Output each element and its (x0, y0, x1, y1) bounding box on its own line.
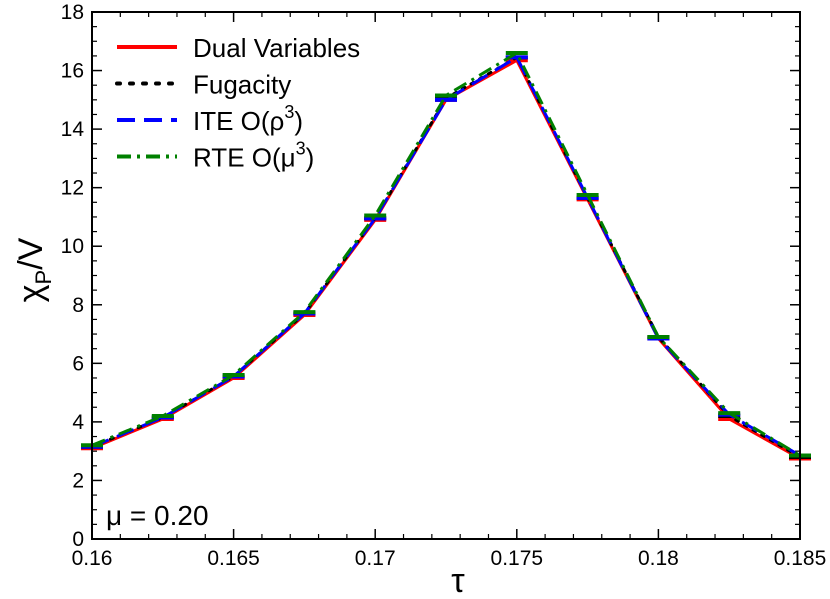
legend-label: ITE O(ρ3) (193, 102, 303, 136)
legend-item-ite-o-3: ITE O(ρ3) (117, 102, 303, 136)
x-tick-label: 0.185 (774, 547, 827, 570)
series-layer (81, 50, 811, 461)
y-tick-label: 14 (61, 118, 85, 141)
series-rte-o-3 (81, 50, 811, 458)
legend-item-dual-variables: Dual Variables (117, 33, 360, 63)
x-tick-label: 0.175 (491, 547, 544, 570)
x-tick-label: 0.17 (355, 547, 396, 570)
y-tick-label: 8 (72, 294, 84, 317)
x-axis-title: τ (451, 562, 465, 599)
y-tick-label: 18 (61, 1, 84, 24)
legend-label: RTE O(μ3) (193, 139, 314, 173)
series-ite-o-3 (81, 55, 811, 458)
y-tick-label: 6 (72, 352, 84, 375)
x-tick-label: 0.18 (638, 547, 679, 570)
plot-frame (91, 11, 801, 540)
mu-annotation: μ = 0.20 (106, 500, 209, 531)
y-axis-title: χP/V (12, 237, 56, 302)
legend-label: Dual Variables (193, 33, 360, 63)
legend-item-fugacity: Fugacity (115, 70, 291, 100)
tick-labels: 0.16 0.165 0.17 0.175 0.18 0.185 0 2 4 6 8 10 12 14 16… (61, 1, 827, 570)
y-tick-label: 10 (61, 235, 84, 258)
x-tick-label: 0.165 (207, 547, 260, 570)
legend-label: Fugacity (193, 70, 291, 100)
y-tick-label: 16 (61, 60, 84, 83)
legend-item-rte-o-3: RTE O(μ3) (117, 139, 314, 173)
y-tick-label: 12 (61, 177, 84, 200)
series-fugacity (81, 55, 811, 460)
y-tick-label: 4 (72, 411, 84, 434)
x-tick-label: 0.16 (72, 547, 113, 570)
y-tick-label: 2 (72, 469, 84, 492)
y-tick-label: 0 (72, 528, 84, 551)
